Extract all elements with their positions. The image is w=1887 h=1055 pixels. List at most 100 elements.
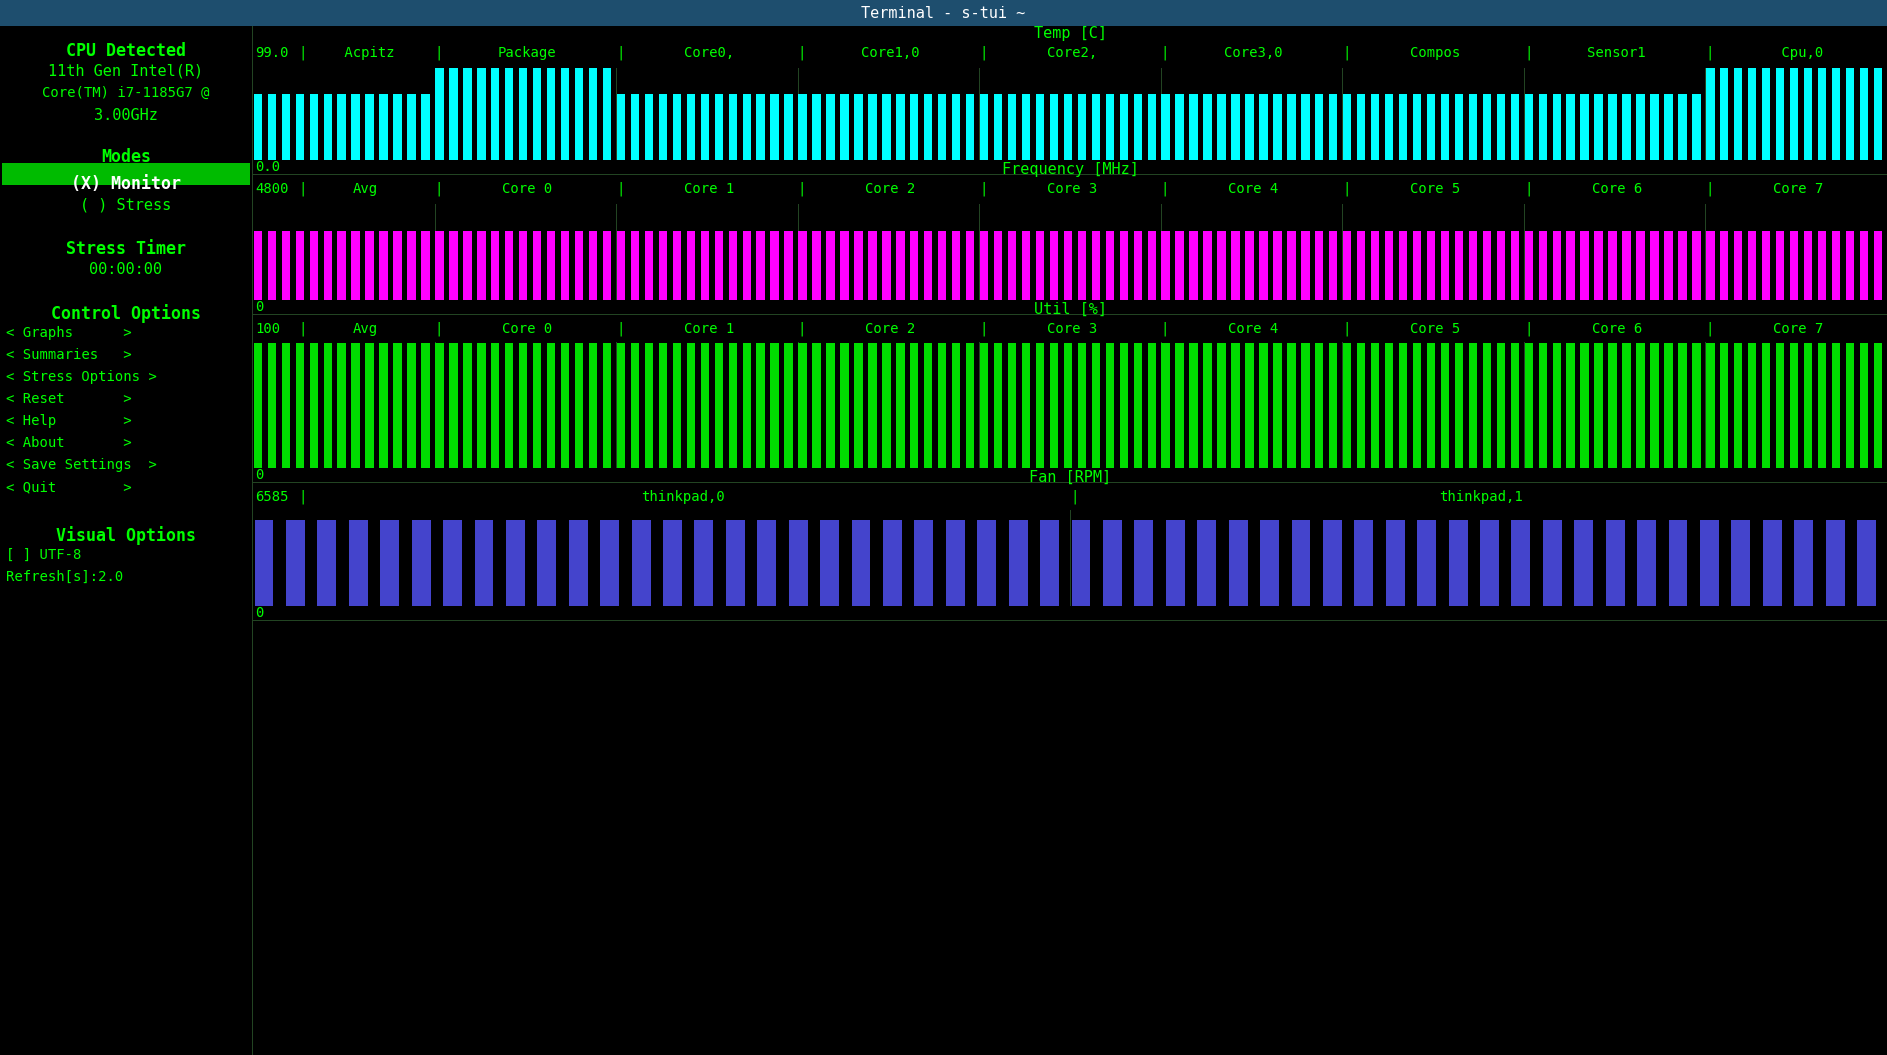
Text: 0: 0 <box>255 606 264 620</box>
Bar <box>994 343 1002 468</box>
Bar <box>602 231 611 300</box>
Bar <box>1385 94 1393 160</box>
Text: Core 6: Core 6 <box>1591 183 1642 196</box>
Bar <box>1372 343 1379 468</box>
Bar <box>1721 68 1728 160</box>
Text: Control Options: Control Options <box>51 304 202 323</box>
Text: 00:00:00: 00:00:00 <box>89 262 162 277</box>
Bar <box>1581 343 1589 468</box>
Text: 6585: 6585 <box>255 490 289 504</box>
Text: |: | <box>298 322 306 337</box>
Bar <box>1427 231 1436 300</box>
Bar <box>1427 343 1436 468</box>
Text: < Help        >: < Help > <box>6 414 132 428</box>
Bar <box>855 343 862 468</box>
Bar <box>436 343 443 468</box>
Bar <box>1196 520 1215 606</box>
Bar <box>1344 343 1351 468</box>
Text: Core 3: Core 3 <box>1047 322 1096 335</box>
Bar <box>742 231 751 300</box>
Bar <box>449 231 459 300</box>
Bar <box>1119 231 1128 300</box>
Bar <box>1008 343 1017 468</box>
Bar <box>798 94 808 160</box>
Bar <box>1008 231 1017 300</box>
Bar <box>700 231 710 300</box>
Text: < Reset       >: < Reset > <box>6 392 132 406</box>
Text: ( ) Stress: ( ) Stress <box>81 197 172 212</box>
Bar <box>253 231 262 300</box>
Bar <box>1093 343 1100 468</box>
Bar <box>915 520 934 606</box>
Bar <box>1413 343 1421 468</box>
Bar <box>979 231 989 300</box>
Bar <box>1036 231 1044 300</box>
Text: |: | <box>1525 46 1532 60</box>
Bar <box>379 343 387 468</box>
Bar <box>645 231 653 300</box>
Bar <box>851 520 870 606</box>
Bar <box>1261 520 1279 606</box>
Bar <box>1762 520 1781 606</box>
Bar <box>1245 343 1253 468</box>
Bar <box>1857 520 1876 606</box>
Bar <box>491 231 500 300</box>
Bar <box>1678 94 1687 160</box>
Bar <box>1693 94 1700 160</box>
Bar <box>1355 520 1374 606</box>
Text: 100: 100 <box>255 322 279 335</box>
Bar <box>1023 231 1030 300</box>
Bar <box>443 520 462 606</box>
Bar <box>381 520 400 606</box>
Bar <box>728 231 738 300</box>
Bar <box>1106 94 1113 160</box>
Bar <box>1427 94 1436 160</box>
Bar <box>1049 231 1059 300</box>
Bar <box>1538 94 1547 160</box>
Bar <box>811 231 821 300</box>
Bar <box>1581 231 1589 300</box>
Text: |: | <box>1706 46 1713 60</box>
Text: (X) Monitor: (X) Monitor <box>72 175 181 193</box>
Bar <box>1595 343 1602 468</box>
Text: |: | <box>434 322 443 337</box>
Bar <box>1274 94 1281 160</box>
Bar <box>309 343 317 468</box>
Bar <box>1217 231 1227 300</box>
Bar <box>462 68 472 160</box>
Bar <box>1119 343 1128 468</box>
Bar <box>1049 94 1059 160</box>
Bar <box>1538 343 1547 468</box>
Text: Core 7: Core 7 <box>1774 322 1823 335</box>
Bar <box>1817 343 1827 468</box>
Bar <box>1119 94 1128 160</box>
Text: Core(TM) i7-1185G7 @: Core(TM) i7-1185G7 @ <box>42 87 209 100</box>
Bar <box>966 231 974 300</box>
Bar <box>1636 231 1645 300</box>
Text: |: | <box>798 46 806 60</box>
Bar <box>617 231 625 300</box>
Bar <box>1511 94 1519 160</box>
Bar <box>881 231 891 300</box>
Bar <box>281 343 291 468</box>
Bar <box>1274 231 1281 300</box>
Bar <box>1525 94 1532 160</box>
Bar <box>1442 94 1449 160</box>
Text: Stress Timer: Stress Timer <box>66 239 187 258</box>
Text: Avg: Avg <box>353 322 377 335</box>
Bar <box>1762 68 1770 160</box>
Text: Cpu,0: Cpu,0 <box>1774 46 1823 60</box>
Bar <box>474 520 493 606</box>
Bar <box>1664 94 1672 160</box>
Bar <box>827 231 834 300</box>
Bar <box>630 343 640 468</box>
Bar <box>1036 94 1044 160</box>
Bar <box>1315 94 1323 160</box>
Bar <box>1147 94 1157 160</box>
Bar <box>715 343 723 468</box>
Bar <box>910 94 919 160</box>
Bar <box>1232 343 1240 468</box>
Bar <box>700 343 710 468</box>
Text: |: | <box>434 183 443 196</box>
Text: < About       >: < About > <box>6 436 132 450</box>
